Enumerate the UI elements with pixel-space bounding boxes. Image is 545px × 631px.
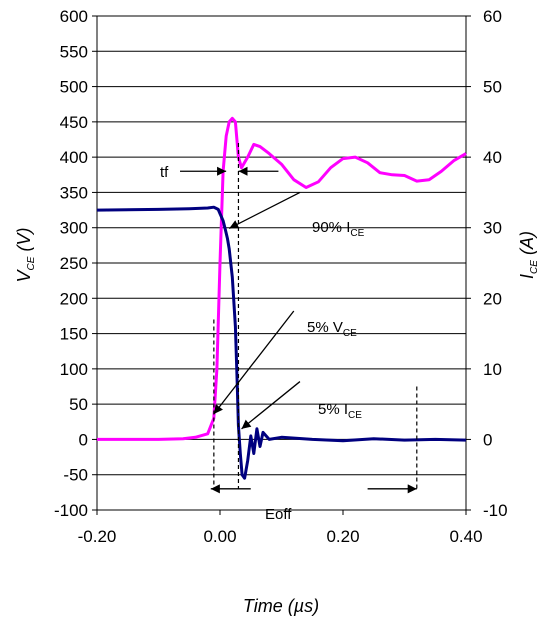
left-tick-label: 300 xyxy=(60,219,88,238)
left-tick-label: 350 xyxy=(60,183,88,202)
left-tick-label: -50 xyxy=(63,466,88,485)
x-tick-label: 0.20 xyxy=(326,527,359,546)
x-axis-title: Time (µs) xyxy=(243,596,319,616)
left-tick-label: 0 xyxy=(79,430,88,449)
left-tick-label: 50 xyxy=(69,395,88,414)
ic-90-percent-label: 90% ICE xyxy=(312,219,365,239)
x-tick-label: 0.00 xyxy=(203,527,236,546)
right-tick-label: 30 xyxy=(483,219,502,238)
left-axis-ticks: -100 -50 0 50 100 150 200 250 300 350 400 450 500 550… xyxy=(54,7,97,520)
right-tick-label: -10 xyxy=(483,501,508,520)
right-tick-label: 50 xyxy=(483,78,502,97)
left-tick-label: 100 xyxy=(60,360,88,379)
annotations xyxy=(180,143,418,494)
left-tick-label: 450 xyxy=(60,113,88,132)
left-tick-label: 600 xyxy=(60,7,88,26)
left-tick-label: 200 xyxy=(60,289,88,308)
vce-5-arrow xyxy=(213,310,295,415)
x-tick-label: 0.40 xyxy=(449,527,482,546)
vce-series-line xyxy=(97,116,467,441)
left-axis-title: VCE (V) xyxy=(14,228,37,283)
eoff-label: Eoff xyxy=(265,506,292,523)
tf-label: tf xyxy=(160,164,169,181)
left-tick-label: 150 xyxy=(60,325,88,344)
right-tick-label: 60 xyxy=(483,7,502,26)
left-tick-label: 250 xyxy=(60,254,88,273)
right-axis-ticks: -10 0 10 20 30 40 50 60 xyxy=(466,7,508,520)
right-tick-label: 10 xyxy=(483,360,502,379)
ic-90-arrow xyxy=(228,191,301,229)
ic-5-arrow xyxy=(241,381,301,430)
right-axis-title: ICE (A) xyxy=(517,231,540,279)
series-layer xyxy=(96,116,467,480)
right-tick-label: 40 xyxy=(483,148,502,167)
vce-5-percent-label: 5% VCE xyxy=(307,319,357,339)
x-tick-label: -0.20 xyxy=(78,527,117,546)
left-tick-label: 400 xyxy=(60,148,88,167)
left-tick-label: 550 xyxy=(60,42,88,61)
ic-5-percent-label: 5% ICE xyxy=(318,401,362,421)
left-tick-label: 500 xyxy=(60,78,88,97)
x-axis-ticks: -0.20 0.00 0.20 0.40 xyxy=(78,510,483,546)
left-tick-label: -100 xyxy=(54,501,88,520)
gridlines xyxy=(97,15,466,511)
right-tick-label: 0 xyxy=(483,430,492,449)
right-tick-label: 20 xyxy=(483,289,502,308)
ice-series-line xyxy=(96,205,467,480)
